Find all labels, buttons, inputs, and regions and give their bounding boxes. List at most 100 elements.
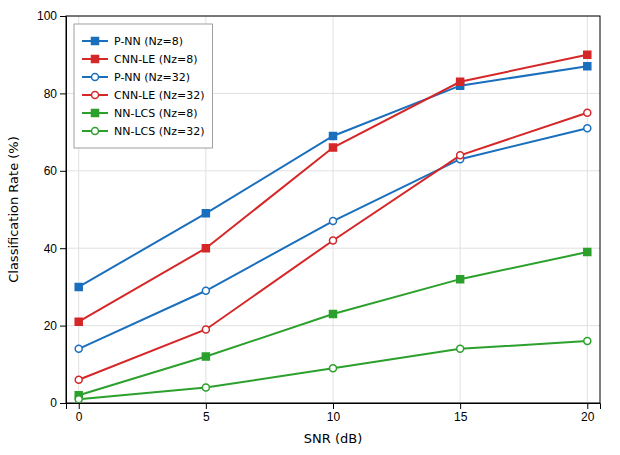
legend-item: NN-LCS (Nz=32)	[82, 125, 205, 138]
legend-item: P-NN (Nz=8)	[82, 35, 183, 48]
y-tick: 40	[44, 242, 66, 256]
point	[584, 249, 591, 256]
legend-item: CNN-LE (Nz=32)	[82, 89, 204, 102]
y-tick-label: 20	[44, 319, 58, 333]
y-tick-mark	[60, 16, 66, 17]
legend-frame	[74, 24, 213, 148]
y-tick-mark	[60, 403, 66, 404]
legend-marker	[92, 128, 99, 135]
series	[75, 338, 591, 403]
x-tick-label: 20	[581, 410, 595, 424]
x-tick-label: 0	[76, 410, 83, 424]
y-tick-label: 0	[50, 396, 57, 410]
x-tick: 10	[327, 403, 341, 424]
y-axis: 0 20 40 60 80 100	[37, 9, 67, 410]
legend-label: P-NN (Nz=32)	[114, 71, 190, 84]
series	[75, 125, 591, 353]
point	[330, 365, 337, 372]
x-tick-mark	[79, 403, 80, 409]
point	[330, 144, 337, 151]
x-tick-label: 10	[327, 410, 341, 424]
point	[457, 78, 464, 85]
legend-item: P-NN (Nz=32)	[82, 71, 190, 84]
point	[457, 276, 464, 283]
y-tick-mark	[60, 326, 66, 327]
axis-domain	[67, 404, 601, 410]
point	[584, 63, 591, 70]
point	[75, 318, 82, 325]
x-tick-mark	[587, 403, 588, 409]
point	[202, 326, 209, 333]
grid-line	[333, 16, 334, 403]
series	[75, 109, 591, 383]
legend-label: CNN-LE (Nz=32)	[114, 89, 204, 102]
grid	[66, 16, 600, 403]
plot: 0 5 10 15 20 0 20 40 60 80 100 P-NN (Nz=8) CNN-LE (N…	[37, 9, 601, 423]
x-tick-mark	[460, 403, 461, 409]
y-tick: 20	[44, 319, 66, 333]
y-tick-label: 80	[44, 87, 58, 101]
legend-marker	[92, 38, 99, 45]
y-axis-title: Classification Rate (%)	[6, 136, 21, 283]
chart: 0 5 10 15 20 0 20 40 60 80 100 P-NN (Nz=8) CNN-LE (N…	[0, 0, 620, 455]
point	[330, 310, 337, 317]
legend-item: NN-LCS (Nz=8)	[82, 107, 198, 120]
y-tick-mark	[60, 171, 66, 172]
series-line	[79, 252, 588, 395]
plot-frame	[66, 16, 600, 403]
x-tick-mark	[333, 403, 334, 409]
x-tick-label: 15	[454, 410, 468, 424]
legend-label: NN-LCS (Nz=8)	[114, 107, 198, 120]
y-tick: 0	[50, 396, 66, 410]
legend-label: NN-LCS (Nz=32)	[114, 125, 205, 138]
point	[584, 109, 591, 116]
legend-marker	[92, 92, 99, 99]
point	[202, 384, 209, 391]
x-tick: 5	[203, 403, 210, 424]
point	[202, 287, 209, 294]
point	[584, 51, 591, 58]
x-tick-mark	[206, 403, 207, 409]
point	[202, 245, 209, 252]
axis-domain	[60, 17, 67, 404]
point	[75, 396, 82, 403]
point	[457, 152, 464, 159]
x-tick: 20	[581, 403, 595, 424]
series-line	[79, 66, 588, 287]
point	[330, 218, 337, 225]
legend-label: P-NN (Nz=8)	[114, 35, 183, 48]
y-tick-label: 100	[37, 9, 57, 23]
x-axis: 0 5 10 15 20	[67, 403, 601, 424]
point	[202, 353, 209, 360]
point	[330, 237, 337, 244]
series-line	[79, 113, 588, 380]
legend-marker	[92, 74, 99, 81]
point	[75, 283, 82, 290]
x-tick: 15	[454, 403, 468, 424]
series-line	[79, 128, 588, 349]
y-tick-mark	[60, 248, 66, 249]
legend-marker	[92, 56, 99, 63]
series-line	[79, 341, 588, 399]
y-tick-label: 60	[44, 164, 58, 178]
x-axis-title: SNR (dB)	[304, 431, 362, 446]
point	[330, 132, 337, 139]
point	[75, 345, 82, 352]
y-tick: 80	[44, 87, 66, 101]
y-tick: 60	[44, 164, 66, 178]
point	[584, 338, 591, 345]
y-tick: 100	[37, 9, 66, 23]
x-tick-label: 5	[203, 410, 210, 424]
series	[75, 249, 591, 399]
series	[75, 63, 591, 291]
legend-marker	[92, 110, 99, 117]
y-tick-label: 40	[44, 242, 58, 256]
y-tick-mark	[60, 93, 66, 94]
series	[75, 51, 591, 325]
legend-item: CNN-LE (Nz=8)	[82, 53, 197, 66]
x-tick: 0	[76, 403, 83, 424]
point	[75, 376, 82, 383]
legend-label: CNN-LE (Nz=8)	[114, 53, 197, 66]
series-line	[79, 55, 588, 322]
point	[584, 125, 591, 132]
